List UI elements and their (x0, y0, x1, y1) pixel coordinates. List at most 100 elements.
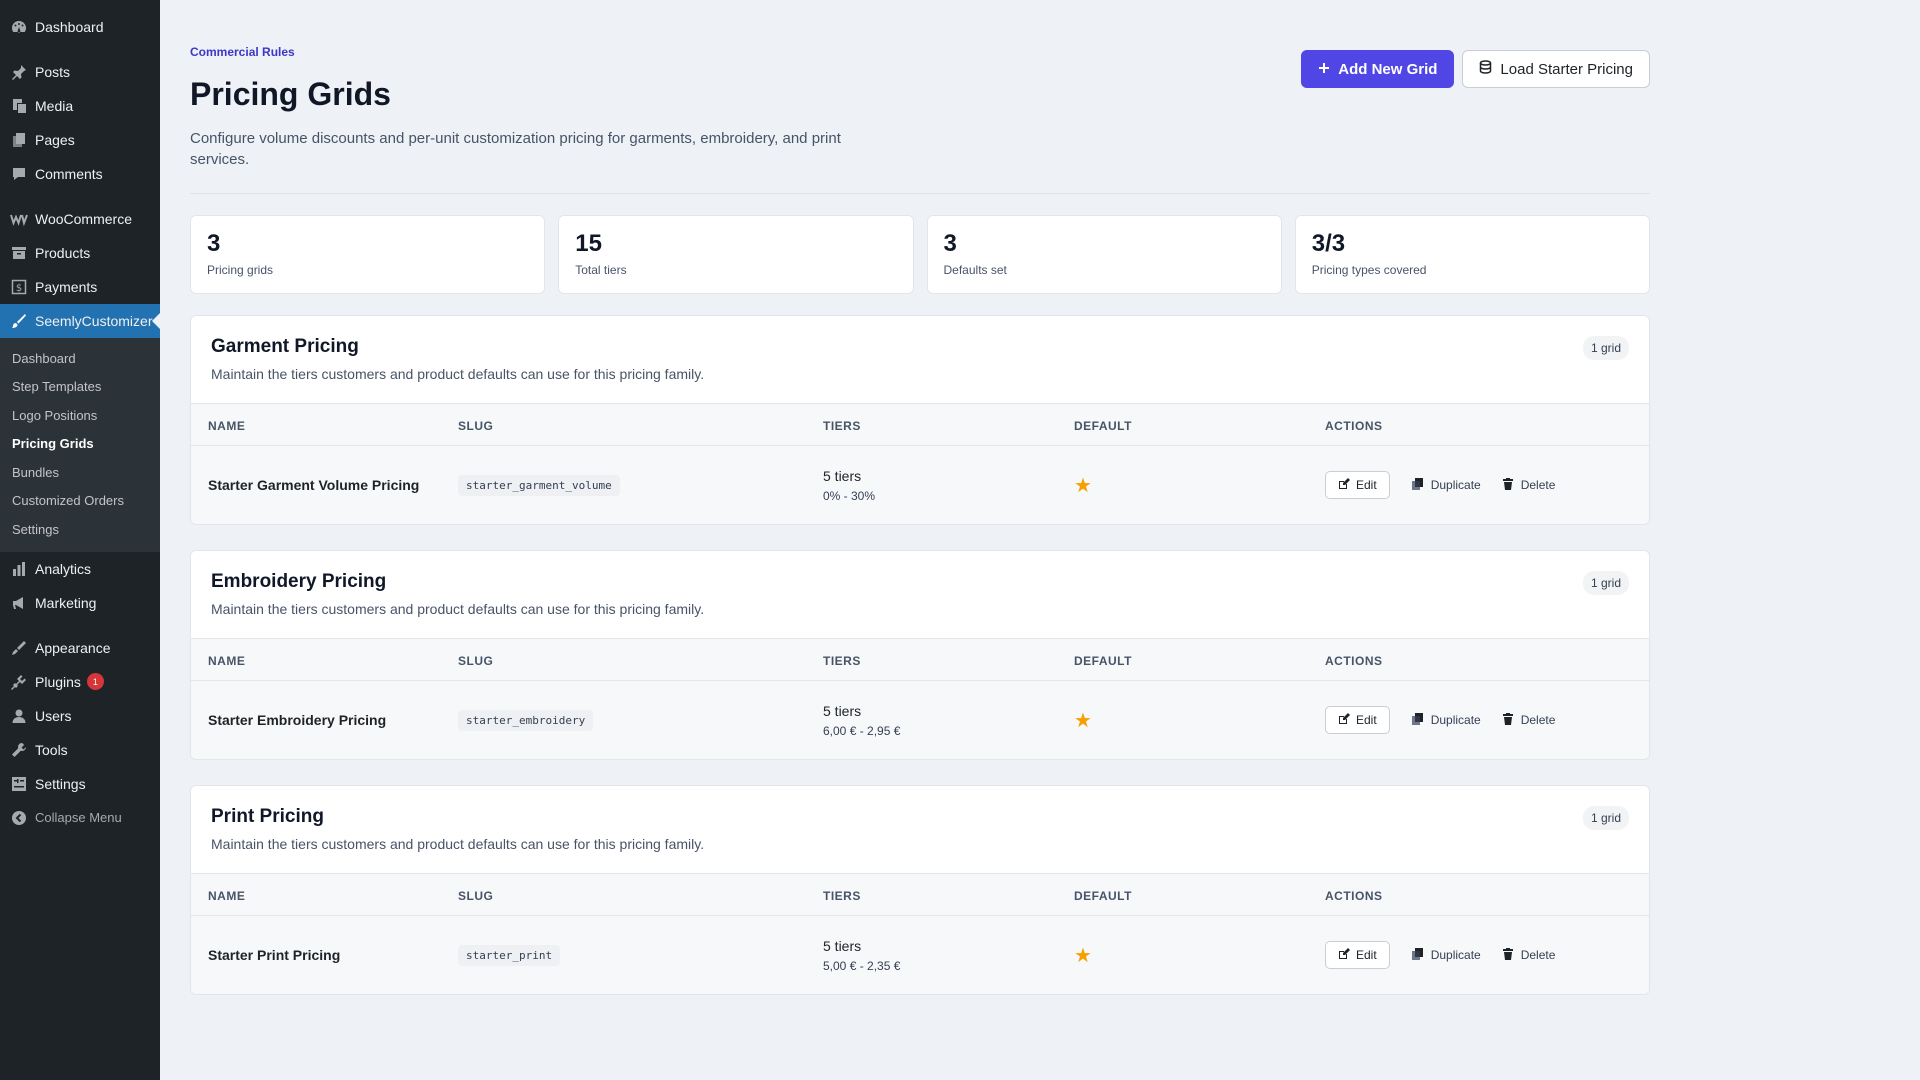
group-title: Garment Pricing (211, 336, 359, 357)
page-title: Pricing Grids (190, 76, 391, 112)
trash-icon (1502, 712, 1513, 728)
menu-item-seemlycustomizer[interactable]: SeemlyCustomizer (0, 304, 160, 338)
menu-item-plugins[interactable]: Plugins 1 (0, 665, 160, 699)
grid-name: Starter Garment Volume Pricing (208, 477, 420, 493)
menu-label: SeemlyCustomizer (35, 313, 153, 329)
group-subtitle: Maintain the tiers customers and product… (211, 836, 705, 852)
menu-label: Users (35, 707, 72, 724)
menu-item-media[interactable]: Media (0, 89, 160, 123)
edit-icon (1338, 712, 1350, 728)
grid-name: Starter Embroidery Pricing (208, 712, 387, 728)
column-header-default: DEFAULT (1074, 653, 1132, 668)
dashboard-icon (9, 17, 29, 37)
submenu-pricing-grids[interactable]: Pricing Grids (12, 436, 94, 452)
menu-item-woocommerce[interactable]: WooCommerce (0, 202, 160, 236)
default-star-icon: ★ (1074, 474, 1092, 497)
submenu-customized-orders[interactable]: Customized Orders (12, 493, 124, 509)
delete-button[interactable]: Delete (1502, 947, 1556, 963)
default-star-icon: ★ (1074, 709, 1092, 732)
grid-name: Starter Print Pricing (208, 947, 341, 963)
column-header-name: NAME (208, 653, 246, 668)
submenu-bundles[interactable]: Bundles (12, 464, 59, 480)
submenu-dashboard[interactable]: Dashboard (12, 350, 76, 366)
menu-item-posts[interactable]: Posts (0, 55, 160, 89)
column-header-name: NAME (208, 418, 246, 433)
delete-button[interactable]: Delete (1502, 712, 1556, 728)
column-header-actions: ACTIONS (1325, 653, 1383, 668)
menu-label: Tools (35, 741, 68, 758)
duplicate-button[interactable]: Duplicate (1411, 947, 1481, 963)
menu-label: Settings (35, 775, 86, 792)
menu-label: Analytics (35, 560, 92, 577)
table-header: NAME SLUG TIERS DEFAULT ACTIONS (191, 873, 1649, 916)
menu-label: Payments (35, 279, 98, 295)
stat-value: 3 (207, 230, 221, 257)
column-header-actions: ACTIONS (1325, 888, 1383, 903)
edit-button[interactable]: Edit (1325, 471, 1390, 499)
column-header-actions: ACTIONS (1325, 418, 1383, 433)
pricing-group-card-garment: Garment Pricing Maintain the tiers custo… (190, 315, 1650, 525)
pin-icon (9, 62, 29, 82)
submenu-logo-positions[interactable]: Logo Positions (12, 407, 98, 423)
column-header-tiers: TIERS (823, 418, 861, 433)
wrench-icon (9, 740, 29, 760)
table-header: NAME SLUG TIERS DEFAULT ACTIONS (191, 638, 1649, 681)
edit-label: Edit (1356, 948, 1377, 962)
duplicate-label: Duplicate (1430, 948, 1481, 962)
pricing-group-card-embroidery: Embroidery Pricing Maintain the tiers cu… (190, 550, 1650, 760)
menu-item-products[interactable]: Products (0, 236, 160, 270)
duplicate-icon (1411, 477, 1423, 493)
duplicate-button[interactable]: Duplicate (1411, 712, 1481, 728)
delete-button[interactable]: Delete (1502, 477, 1555, 493)
submenu: Dashboard Step Templates Logo Positions … (0, 338, 160, 552)
column-header-slug: SLUG (458, 888, 494, 903)
card-header: Print Pricing Maintain the tiers custome… (191, 786, 1649, 873)
column-header-tiers: TIERS (823, 653, 861, 668)
load-starter-pricing-label: Load Starter Pricing (1500, 60, 1633, 78)
menu-item-pages[interactable]: Pages (0, 123, 160, 157)
plugin-icon (9, 672, 29, 692)
menu-item-comments[interactable]: Comments (0, 157, 160, 191)
add-new-grid-button[interactable]: Add New Grid (1301, 50, 1455, 88)
collapse-icon (9, 808, 29, 828)
megaphone-icon (9, 593, 29, 613)
trash-icon (1502, 477, 1513, 493)
menu-label: WooCommerce (35, 211, 132, 227)
stat-card-pricing-types: 3/3 Pricing types covered (1294, 215, 1650, 294)
stat-card-total-tiers: 15 Total tiers (558, 215, 914, 294)
duplicate-icon (1411, 712, 1423, 728)
menu-item-dashboard[interactable]: Dashboard (0, 10, 160, 44)
column-header-default: DEFAULT (1074, 888, 1132, 903)
collapse-menu-button[interactable]: Collapse Menu (0, 801, 160, 835)
menu-item-marketing[interactable]: Marketing (0, 586, 160, 620)
menu-item-users[interactable]: Users (0, 699, 160, 733)
menu-item-tools[interactable]: Tools (0, 733, 160, 767)
submenu-step-templates[interactable]: Step Templates (12, 379, 102, 395)
media-icon (9, 96, 29, 116)
stat-value: 15 (575, 230, 602, 257)
edit-icon (1338, 477, 1350, 493)
settings-icon (9, 774, 29, 794)
menu-item-settings[interactable]: Settings (0, 767, 160, 801)
delete-label: Delete (1520, 948, 1556, 962)
menu-item-appearance[interactable]: Appearance (0, 631, 160, 665)
edit-button[interactable]: Edit (1325, 706, 1390, 734)
menu-item-payments[interactable]: $ Payments (0, 270, 160, 304)
duplicate-button[interactable]: Duplicate (1411, 477, 1481, 493)
tier-count: 5 tiers (823, 937, 862, 954)
edit-button[interactable]: Edit (1325, 941, 1390, 969)
menu-item-analytics[interactable]: Analytics (0, 552, 160, 586)
menu-label: Comments (35, 166, 103, 182)
stat-card-pricing-grids: 3 Pricing grids (190, 215, 546, 294)
grid-count-badge: 1 grid (1582, 571, 1629, 595)
table-header: NAME SLUG TIERS DEFAULT ACTIONS (191, 403, 1649, 446)
header-divider (190, 193, 1650, 194)
edit-icon (1338, 947, 1350, 963)
delete-label: Delete (1520, 713, 1556, 727)
group-subtitle: Maintain the tiers customers and product… (211, 601, 705, 617)
load-starter-pricing-button[interactable]: Load Starter Pricing (1462, 50, 1650, 88)
submenu-settings[interactable]: Settings (12, 521, 59, 537)
menu-label: Appearance (35, 639, 111, 656)
table-row: Starter Embroidery Pricing starter_embro… (191, 681, 1649, 759)
add-new-grid-label: Add New Grid (1338, 60, 1438, 78)
